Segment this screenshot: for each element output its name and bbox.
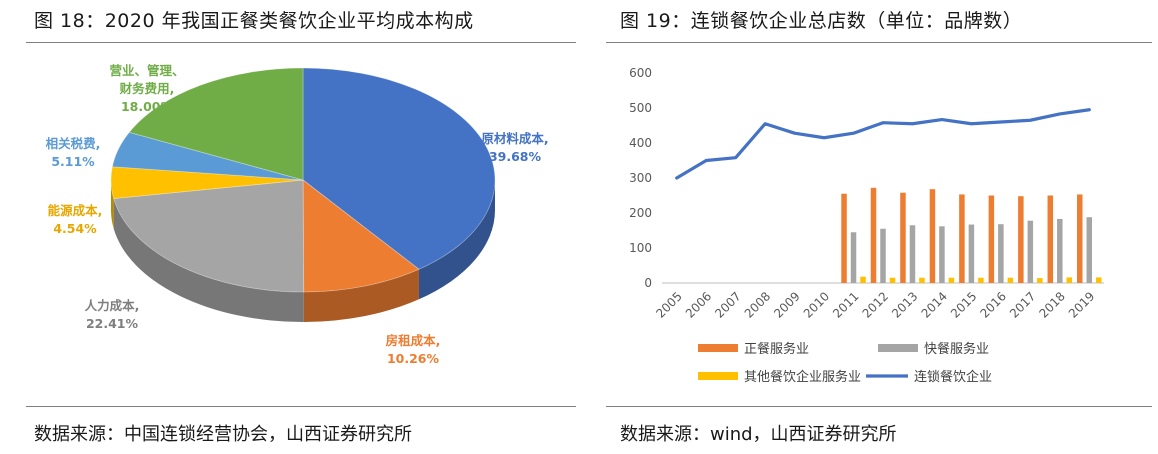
bar: [959, 194, 965, 283]
y-tick-label: 500: [629, 101, 652, 115]
x-tick-label: 2016: [977, 289, 1008, 320]
pie-value-label: 10.26%: [387, 351, 440, 366]
legend-swatch: [878, 344, 918, 352]
pie-chart: 原材料成本, 39.68% 房租成本, 10.26% 人力成本, 22.41% 能源成本, 4…: [46, 63, 549, 366]
y-tick-label: 200: [629, 206, 652, 220]
x-tick-label: 2018: [1036, 289, 1067, 320]
bar: [860, 276, 866, 283]
x-tick-label: 2009: [771, 289, 802, 320]
y-tick-label: 0: [644, 276, 652, 290]
bar: [1077, 194, 1083, 283]
pie-value-label: 39.68%: [489, 149, 542, 164]
bar: [939, 226, 945, 283]
legend-label: 正餐服务业: [744, 341, 809, 357]
pie-slice-side: [303, 269, 419, 322]
combo-chart: 0100200300400500600200520062007200820092…: [629, 66, 1104, 385]
figure-title: 图 18：2020 年我国正餐类餐饮企业平均成本构成: [34, 10, 474, 32]
x-tick-label: 2006: [683, 289, 714, 320]
bar: [900, 192, 906, 283]
source-rule: [606, 406, 1152, 407]
pie-slice-side: [111, 180, 114, 229]
y-tick-label: 100: [629, 241, 652, 255]
x-tick-label: 2014: [919, 289, 950, 320]
pie-category-label: 营业、管理、: [109, 63, 184, 78]
bar: [841, 193, 847, 283]
pie-value-label: 18.00%: [121, 99, 174, 114]
bar: [919, 277, 925, 283]
x-tick-label: 2013: [889, 289, 920, 320]
y-tick-label: 400: [629, 136, 652, 150]
bar: [978, 277, 984, 283]
pie-category-label: 人力成本,: [85, 298, 140, 313]
bar: [1007, 277, 1014, 283]
series-line: [675, 108, 1091, 180]
pie-slice: [128, 67, 304, 181]
source-note: 数据来源：中国连锁经营协会，山西证券研究所: [34, 424, 412, 445]
pie-category-label: 房租成本,: [386, 333, 441, 348]
x-tick-label: 2010: [801, 289, 832, 320]
pie-category-label: 相关税费,: [46, 136, 101, 151]
right-figure: 图 19：连锁餐饮企业总店数（单位：品牌数） 0 100 200 300 400 500 6…: [606, 0, 1158, 454]
bar: [1057, 218, 1063, 283]
x-tick-label: 2017: [1007, 289, 1038, 320]
x-tick-label: 2005: [653, 289, 684, 320]
legend-swatch: [698, 344, 738, 352]
pie-value-label: 4.54%: [53, 221, 97, 236]
bar: [889, 277, 896, 283]
legend-label: 连锁餐饮企业: [914, 369, 992, 385]
bar: [1066, 277, 1073, 283]
pie-slice-side: [113, 198, 304, 322]
bar: [880, 228, 886, 283]
bar: [1047, 195, 1054, 283]
source-note: 数据来源：wind，山西证券研究所: [620, 424, 897, 445]
pie-slice: [110, 166, 304, 199]
pie-category-label: 财务费用,: [119, 81, 175, 96]
x-tick-label: 2015: [948, 289, 979, 320]
pie-slice: [113, 179, 305, 293]
legend-swatch: [698, 372, 738, 380]
bar: [998, 224, 1004, 283]
legend-label: 其他餐饮企业服务业: [744, 369, 861, 385]
pie-category-label: 原材料成本,: [481, 131, 548, 146]
pie-labels: 原材料成本, 39.68% 房租成本, 10.26% 人力成本, 22.41% 能源成本, 4…: [46, 63, 549, 366]
pie-value-label: 5.11%: [51, 154, 95, 169]
pie-slice-side: [418, 180, 495, 300]
bar: [870, 187, 877, 283]
source-rule: [26, 406, 576, 407]
title-rule: [26, 42, 576, 43]
bar: [1037, 278, 1043, 283]
pie-slices: [110, 67, 496, 322]
y-tick-label: 300: [629, 171, 652, 185]
left-figure: 图 18：2020 年我国正餐类餐饮企业平均成本构成 原材料成本, 39.68% 房…: [26, 10, 576, 445]
pie-value-label: 22.41%: [86, 316, 139, 331]
x-tick-label: 2008: [742, 289, 773, 320]
bar: [1086, 217, 1093, 283]
pie-category-label: 能源成本,: [48, 203, 103, 218]
bar: [1096, 277, 1102, 283]
bar: [909, 225, 916, 283]
y-tick-label: 600: [629, 66, 652, 80]
legend-label: 快餐服务业: [924, 341, 989, 357]
pie-slice: [302, 67, 496, 270]
bar: [1018, 196, 1024, 283]
title-rule: [606, 42, 1152, 43]
bar: [988, 195, 995, 283]
x-tick-label: 2019: [1066, 289, 1097, 320]
bar: [929, 189, 936, 283]
bar: [948, 277, 955, 283]
bar: [850, 232, 857, 283]
x-tick-label: 2011: [830, 289, 861, 320]
x-tick-label: 2007: [712, 289, 743, 320]
bar: [968, 224, 975, 283]
pie-slice: [111, 131, 304, 181]
x-tick-label: 2012: [860, 289, 891, 320]
figure-title: 图 19：连锁餐饮企业总店数（单位：品牌数）: [620, 10, 1023, 32]
bar: [1027, 220, 1034, 283]
pie-slice: [302, 179, 420, 293]
